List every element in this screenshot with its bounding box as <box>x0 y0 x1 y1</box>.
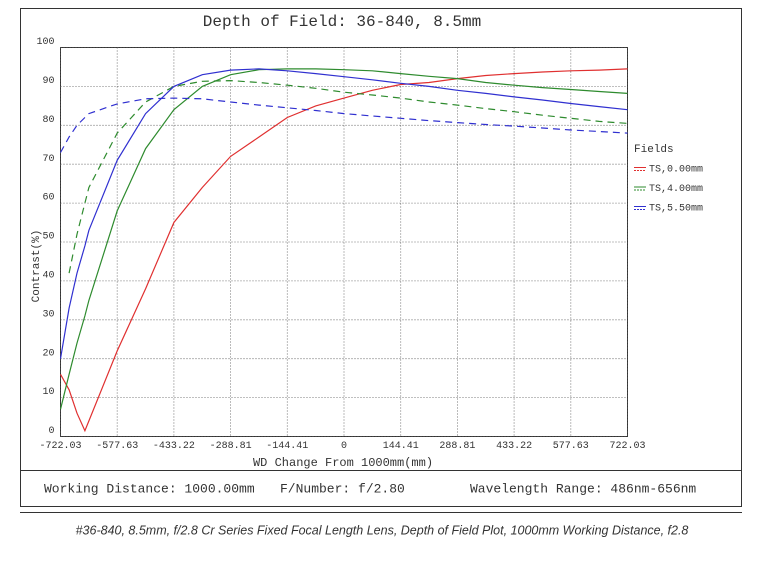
chart-title: Depth of Field: 36-840, 8.5mm <box>203 13 481 31</box>
caption: #36-840, 8.5mm, f/2.8 Cr Series Fixed Fo… <box>76 523 689 537</box>
sagittal-line <box>59 97 628 153</box>
y-axis-label: Contrast(%) <box>31 230 43 303</box>
y-tick-label: 50 <box>42 232 54 243</box>
legend-label: TS,5.50mm <box>649 204 703 215</box>
legend-label: TS,4.00mm <box>649 184 703 195</box>
wavelength-range: Wavelength Range: 486nm-656nm <box>470 481 696 496</box>
x-tick-label: 433.22 <box>496 441 532 452</box>
x-tick-label: -722.03 <box>39 441 81 452</box>
y-tick-label: 60 <box>42 193 54 204</box>
y-tick-label: 30 <box>42 309 54 320</box>
working-distance: Working Distance: 1000.00mm <box>44 481 255 496</box>
y-tick-label: 90 <box>42 76 54 87</box>
y-tick-label: 0 <box>48 426 54 437</box>
legend-label: TS,0.00mm <box>649 165 703 176</box>
x-tick-label: -577.63 <box>96 441 138 452</box>
x-tick-label: -288.81 <box>210 441 252 452</box>
x-axis-label: WD Change From 1000mm(mm) <box>253 456 433 470</box>
y-tick-label: 80 <box>42 115 54 126</box>
x-tick-label: -144.41 <box>266 441 308 452</box>
sagittal-line <box>68 79 628 274</box>
y-tick-label: 100 <box>36 37 54 48</box>
y-tick-label: 40 <box>42 271 54 282</box>
x-tick-label: 0 <box>341 441 347 452</box>
tangential-line <box>59 68 628 359</box>
x-tick-label: 288.81 <box>439 441 475 452</box>
x-tick-label: 722.03 <box>609 441 645 452</box>
f-number: F/Number: f/2.80 <box>280 481 405 496</box>
x-tick-label: 577.63 <box>553 441 589 452</box>
y-tick-label: 70 <box>42 154 54 165</box>
tangential-line <box>59 68 628 410</box>
tangential-line <box>59 68 628 433</box>
x-tick-label: -433.22 <box>153 441 195 452</box>
x-tick-label: 144.41 <box>383 441 419 452</box>
y-tick-label: 10 <box>42 387 54 398</box>
frame <box>20 8 742 507</box>
legend-title: Fields <box>634 144 674 156</box>
y-tick-label: 20 <box>42 348 54 359</box>
